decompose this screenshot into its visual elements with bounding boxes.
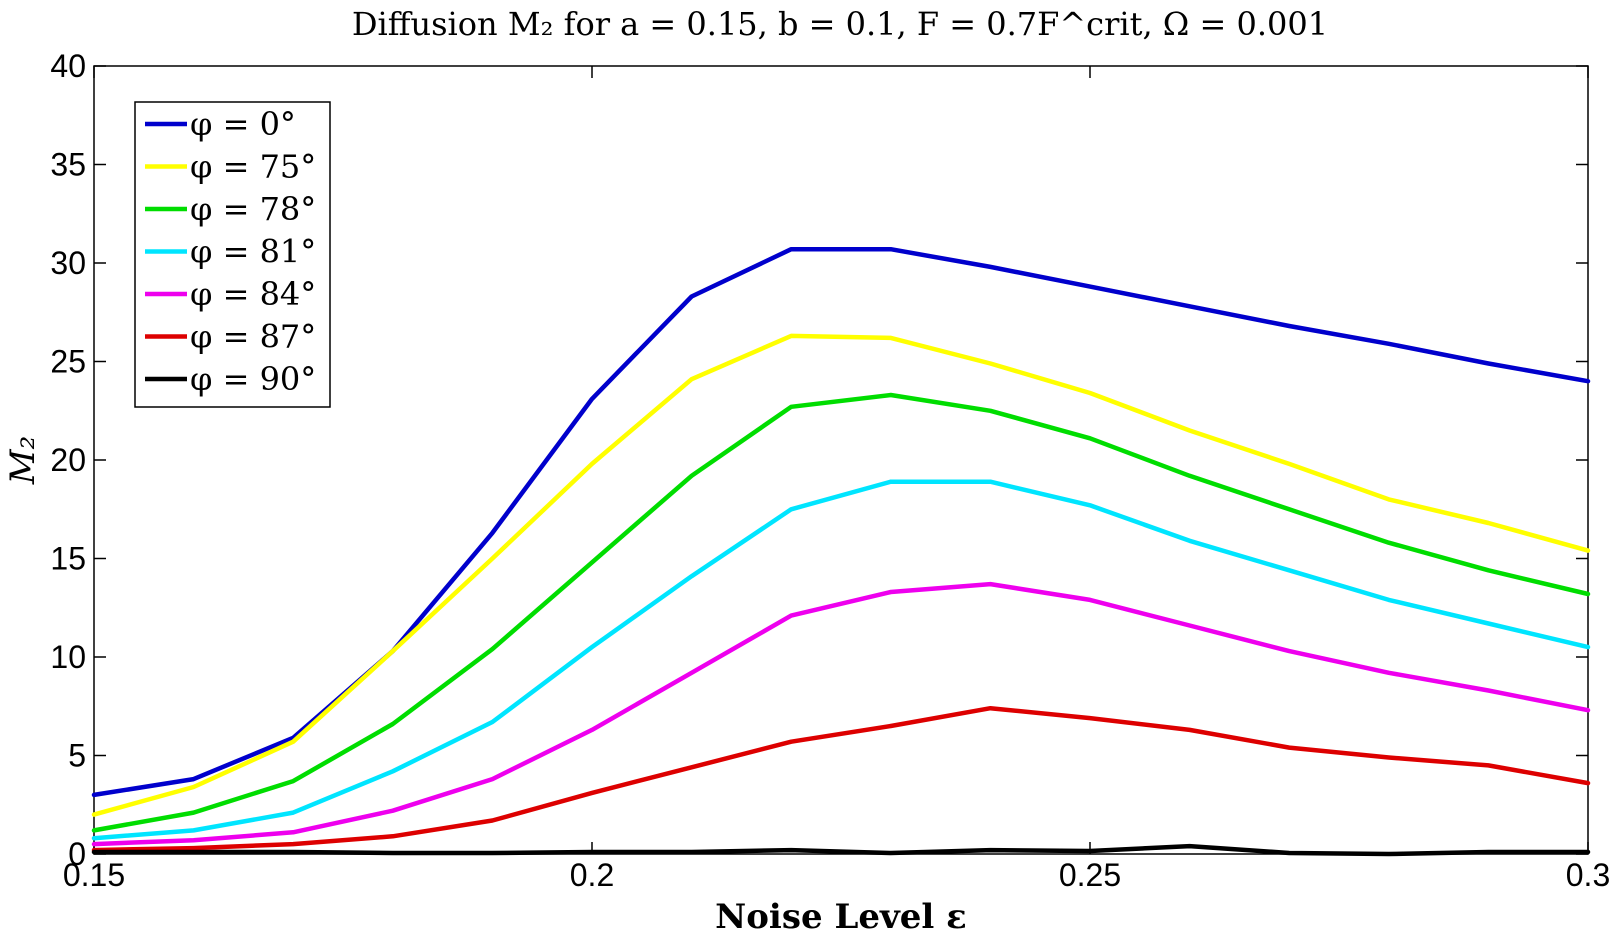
- legend-label: φ = 78°: [190, 190, 316, 228]
- y-tick-label: 15: [50, 541, 86, 577]
- x-tick-label: 0.3: [1566, 857, 1610, 893]
- y-tick-label: 25: [50, 344, 86, 380]
- legend-label: φ = 75°: [190, 148, 316, 186]
- series-line: [91, 843, 1591, 857]
- y-tick-label: 10: [50, 639, 86, 675]
- y-axis-label: M₂: [3, 436, 43, 485]
- x-tick-label: 0.2: [570, 857, 614, 893]
- axis-ticks: 0 5 10 15 20 25 30 35 40 0.15 0.2 0.25 0.3: [50, 48, 1610, 893]
- legend-label: φ = 81°: [190, 233, 316, 271]
- x-tick-label: 0.15: [63, 857, 125, 893]
- series-line: [91, 705, 1591, 853]
- y-tick-label: 5: [68, 738, 86, 774]
- y-tick-label: 0: [68, 836, 86, 872]
- x-axis-label: Noise Level ε: [715, 897, 967, 937]
- chart-title: Diffusion M₂ for a = 0.15, b = 0.1, F = …: [352, 5, 1328, 43]
- y-tick-label: 20: [50, 442, 86, 478]
- legend-label: φ = 84°: [190, 275, 316, 313]
- y-tick-label: 40: [50, 48, 86, 84]
- x-tick-label: 0.25: [1059, 857, 1121, 893]
- legend-box: [134, 101, 331, 408]
- series-line: [91, 392, 1591, 833]
- series-line: [91, 479, 1591, 841]
- y-tick-label: 30: [50, 245, 86, 281]
- series-line: [91, 333, 1591, 817]
- legend-label: φ = 87°: [190, 318, 316, 356]
- series-lines: [91, 246, 1591, 857]
- legend-label: φ = 0°: [190, 105, 296, 143]
- series-line: [91, 581, 1591, 847]
- legend: φ = 0° φ = 75° φ = 78° φ = 81° φ = 84° φ = 87…: [134, 101, 331, 408]
- legend-label: φ = 90°: [190, 360, 316, 398]
- y-tick-label: 35: [50, 147, 86, 183]
